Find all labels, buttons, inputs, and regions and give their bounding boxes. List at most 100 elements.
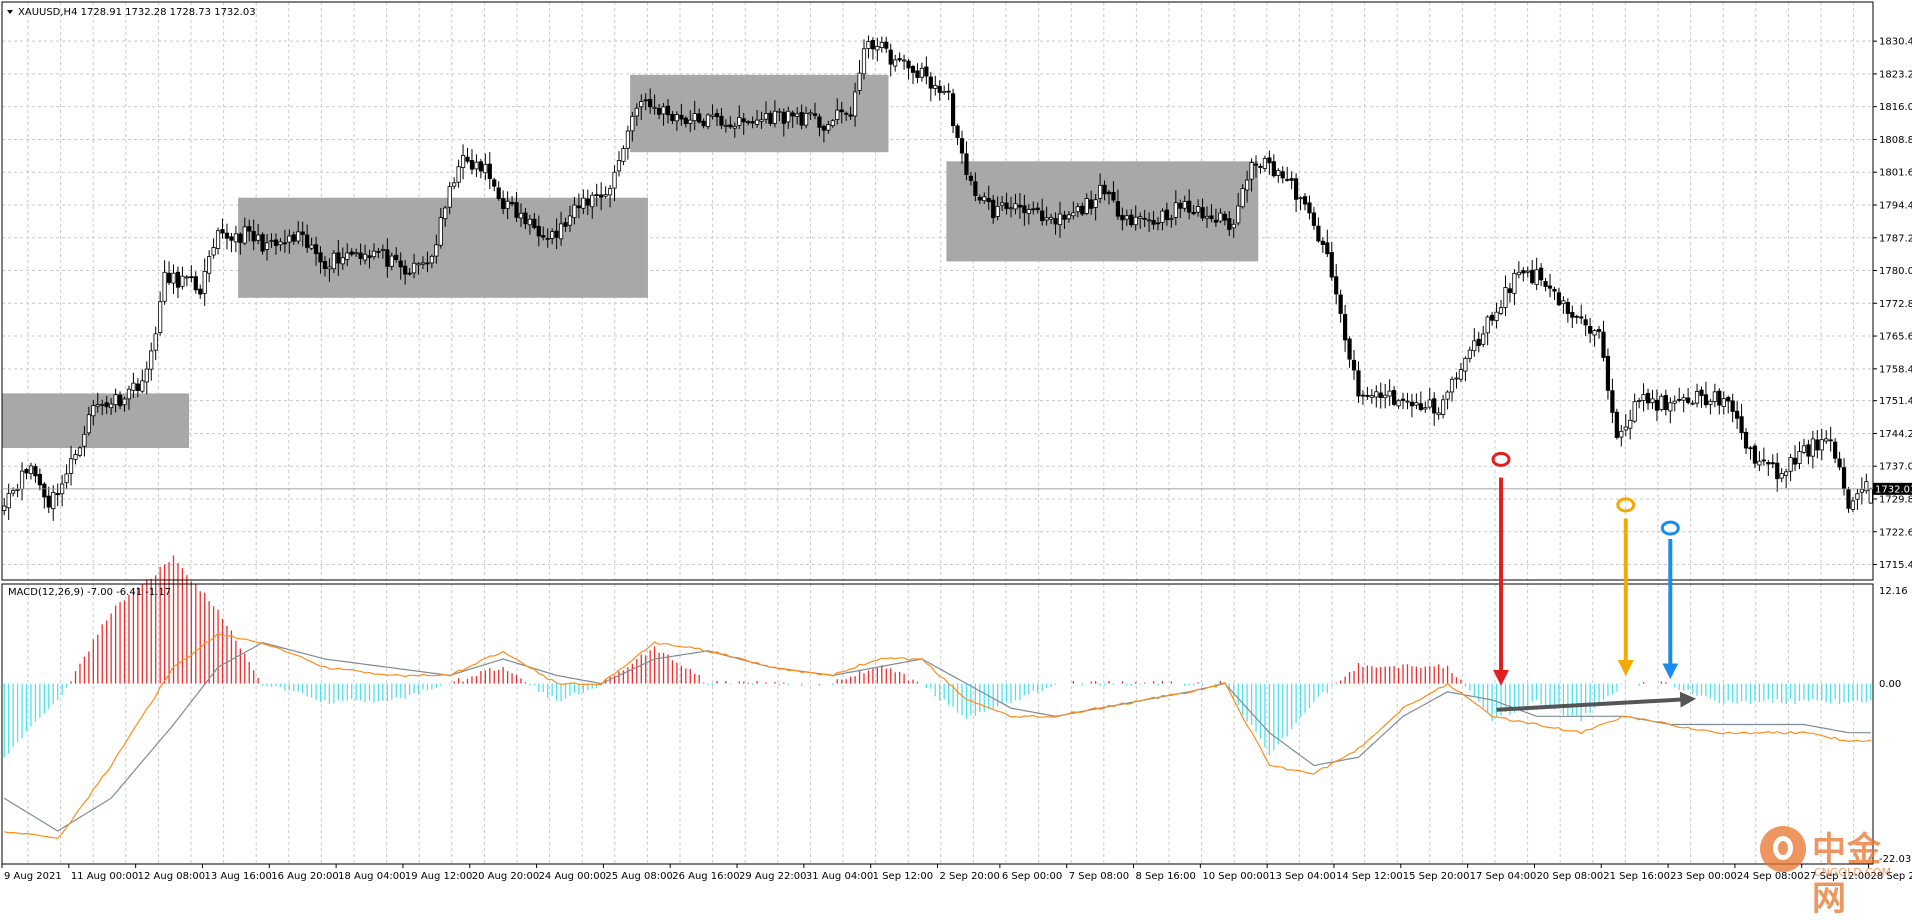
- candle-bull: [1503, 287, 1508, 308]
- candle-bear: [55, 493, 60, 496]
- candle-bear: [1258, 165, 1263, 168]
- time-tick-label: 24 Aug 00:00: [539, 871, 606, 882]
- candle-bear: [670, 114, 675, 121]
- candle-bull: [1481, 333, 1486, 345]
- candle-bull: [1623, 426, 1628, 431]
- candle-bull: [202, 271, 207, 294]
- candle-bear: [697, 113, 702, 123]
- candle-bear: [1409, 401, 1415, 407]
- candle-bear: [1191, 211, 1196, 215]
- candle-bull: [572, 204, 577, 219]
- candle-bear: [599, 194, 604, 198]
- candle-bear: [487, 163, 492, 180]
- candle-bull: [82, 433, 87, 447]
- price-tick-label: 1758.40: [1879, 364, 1912, 375]
- candle-bear: [1365, 394, 1370, 397]
- price-axis: 1830.40 1823.20 1816.00 1808.80 1801.60 1794.…: [1873, 37, 1912, 571]
- candle-bull: [737, 117, 742, 126]
- candle-bull: [211, 247, 216, 256]
- candle-bull: [754, 119, 760, 125]
- candle-bear: [1164, 209, 1170, 221]
- chart-area[interactable]: 1830.40 1823.20 1816.00 1808.80 1801.60 1794.…: [0, 0, 1912, 891]
- candle-bull: [652, 106, 657, 109]
- time-tick-label: 11 Aug 00:00: [71, 871, 138, 882]
- candle-bear: [750, 121, 755, 124]
- candle-bull: [1066, 214, 1072, 220]
- candle-bear: [884, 41, 889, 49]
- candle-bear: [318, 252, 323, 263]
- candle-bear: [781, 111, 786, 124]
- candle-bull: [1641, 394, 1646, 401]
- candle-bull: [826, 124, 831, 131]
- candle-bull: [153, 333, 158, 351]
- time-tick-label: 6 Sep 00:00: [1002, 871, 1062, 882]
- candle-bear: [1846, 489, 1851, 509]
- candle-bear: [915, 70, 920, 79]
- candle-bear: [1761, 459, 1766, 462]
- price-tick-label: 1751.40: [1879, 396, 1912, 407]
- candle-bull: [1369, 395, 1374, 398]
- candle-bear: [501, 198, 506, 210]
- candle-bull: [1788, 457, 1793, 472]
- candle-bull: [999, 202, 1005, 206]
- candle-bull: [242, 226, 247, 244]
- candle-bear: [1610, 390, 1615, 413]
- candle-bear: [198, 288, 203, 295]
- candle-bull: [28, 465, 34, 475]
- candle-bull: [429, 255, 434, 264]
- candle-bear: [817, 116, 822, 128]
- candle-bear: [358, 252, 363, 259]
- candle-bear: [977, 196, 982, 201]
- candle-bull: [705, 114, 711, 127]
- candle-bull: [1173, 202, 1178, 218]
- candle-bull: [1240, 188, 1245, 208]
- candle-bull: [126, 388, 132, 400]
- candle-bear: [1080, 205, 1085, 215]
- candle-bull: [180, 275, 185, 287]
- candle-bull: [1044, 217, 1049, 221]
- candle-bear: [1521, 270, 1526, 274]
- candle-bull: [1512, 273, 1517, 294]
- candle-bear: [1285, 178, 1290, 181]
- candle-bull: [723, 124, 728, 127]
- candle-bull: [567, 215, 573, 226]
- candle-bull: [1138, 216, 1143, 219]
- candle-bear: [1253, 163, 1259, 166]
- candle-bear: [1120, 214, 1125, 221]
- candle-bull: [634, 107, 639, 117]
- candle-bear: [1129, 214, 1134, 226]
- current-price-tag: [1873, 482, 1912, 495]
- candle-bull: [1245, 179, 1250, 191]
- candle-bear: [1837, 458, 1842, 468]
- time-tick-label: 1 Sep 12:00: [873, 871, 933, 882]
- candle-bear: [509, 202, 515, 205]
- candle-bear: [701, 120, 706, 127]
- candle-bear: [313, 244, 319, 255]
- candle-bull: [19, 470, 25, 490]
- candle-bear: [305, 234, 310, 248]
- candle-bull: [688, 119, 693, 124]
- candle-bull: [1797, 451, 1802, 464]
- candle-bear: [1735, 410, 1740, 419]
- candle-bear: [1378, 392, 1383, 398]
- candle-bear: [1703, 394, 1709, 406]
- candle-bear: [469, 160, 475, 170]
- candle-bull: [1445, 391, 1450, 400]
- candle-bull: [1632, 401, 1637, 422]
- candle-bear: [1329, 252, 1334, 278]
- candle-bull: [590, 194, 595, 208]
- candle-bear: [719, 115, 724, 126]
- candle-bear: [1579, 316, 1584, 319]
- candle-bull: [625, 130, 630, 149]
- candle-bull: [861, 48, 867, 75]
- candle-bull: [1463, 357, 1468, 372]
- candle-bull: [1681, 397, 1686, 401]
- candle-bull: [1423, 407, 1428, 410]
- candle-bull: [456, 166, 461, 183]
- candle-bear: [349, 251, 354, 255]
- candle-bear: [799, 112, 804, 126]
- candle-bear: [812, 113, 818, 116]
- candle-bull: [1414, 402, 1419, 406]
- candle-bull: [1784, 471, 1789, 476]
- brand-logo-icon: [1760, 826, 1806, 872]
